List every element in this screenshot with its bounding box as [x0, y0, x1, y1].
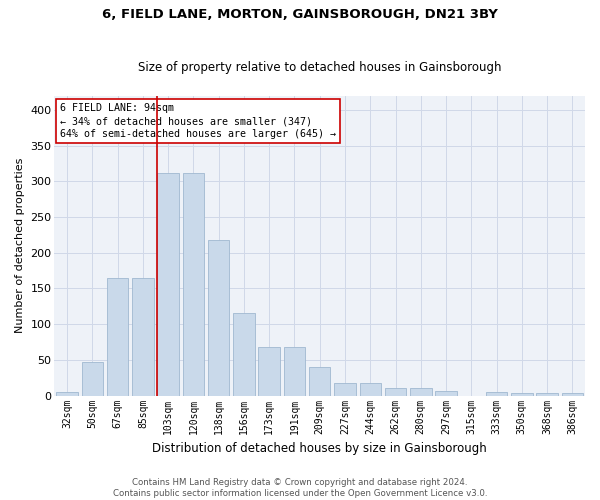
Bar — [359, 383, 381, 396]
Text: Contains HM Land Registry data © Crown copyright and database right 2024.
Contai: Contains HM Land Registry data © Crown c… — [113, 478, 487, 498]
Bar — [182, 172, 204, 396]
Bar — [309, 367, 331, 396]
Bar — [284, 347, 305, 396]
Bar — [334, 383, 356, 396]
X-axis label: Distribution of detached houses by size in Gainsborough: Distribution of detached houses by size … — [152, 442, 487, 455]
Bar — [436, 390, 457, 396]
Bar — [259, 347, 280, 396]
Bar — [562, 394, 583, 396]
Bar — [410, 388, 431, 396]
Bar — [486, 392, 508, 396]
Bar — [157, 172, 179, 396]
Bar — [511, 393, 533, 396]
Bar — [56, 392, 78, 396]
Y-axis label: Number of detached properties: Number of detached properties — [15, 158, 25, 334]
Bar — [233, 314, 254, 396]
Bar — [132, 278, 154, 396]
Bar — [82, 362, 103, 396]
Bar — [536, 393, 558, 396]
Bar — [107, 278, 128, 396]
Text: 6, FIELD LANE, MORTON, GAINSBOROUGH, DN21 3BY: 6, FIELD LANE, MORTON, GAINSBOROUGH, DN2… — [102, 8, 498, 20]
Bar — [385, 388, 406, 396]
Text: 6 FIELD LANE: 94sqm
← 34% of detached houses are smaller (347)
64% of semi-detac: 6 FIELD LANE: 94sqm ← 34% of detached ho… — [60, 103, 336, 140]
Bar — [208, 240, 229, 396]
Title: Size of property relative to detached houses in Gainsborough: Size of property relative to detached ho… — [138, 60, 502, 74]
